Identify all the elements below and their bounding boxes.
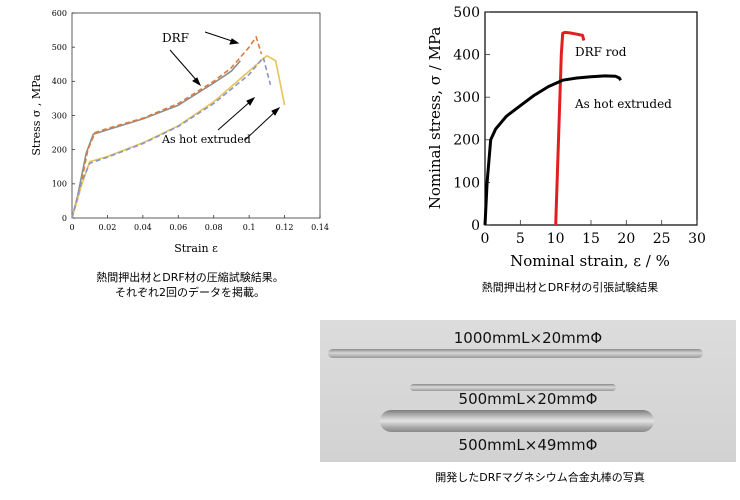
rod-label-3: 500mmL×49mmΦ (458, 436, 598, 454)
c1-xtick-label: 0.06 (169, 223, 187, 232)
compression-arrows (169, 31, 281, 141)
rod-500mm-49mm (380, 410, 654, 432)
rod-photo: 1000mmL×20mmΦ 500mmL×20mmΦ 500mmL×49mmΦ (320, 320, 736, 462)
c1-xtick-label: 0.12 (276, 223, 294, 232)
compression-caption: 熱間押出材とDRF材の圧縮試験結果。 それぞれ2回のデータを掲載。 (40, 270, 340, 300)
c2-ytick-label: 500 (453, 5, 480, 21)
tensile-plot-frame (484, 11, 698, 226)
tensile-annotation-drf: DRF rod (575, 45, 627, 59)
c1-series-line-0 (71, 60, 241, 219)
rod-1000mm-20mm (328, 349, 703, 358)
compression-caption-line1: 熱間押出材とDRF材の圧縮試験結果。 (96, 271, 284, 284)
c2-ytick-label: 200 (453, 133, 480, 149)
c2-ytick-label: 300 (453, 90, 480, 106)
c1-ytick-label: 400 (52, 77, 67, 86)
c1-xtick-label: 0.14 (311, 223, 329, 232)
c1-xtick-label: 0.04 (134, 223, 152, 232)
compression-annotation-extruded: As hot extruded (161, 133, 251, 146)
c2-xtick-label: 30 (688, 231, 706, 247)
c1-xtick-label: 0.1 (243, 223, 256, 232)
c1-xtick-label: 0.02 (99, 223, 117, 232)
compression-ylabel: Stress σ , MPa (30, 74, 43, 156)
photo-caption: 開発したDRFマグネシウム合金丸棒の写真 (435, 471, 645, 484)
tensile-caption: 熱間押出材とDRF材の引張試験結果 (481, 281, 659, 294)
compression-caption-line2: それぞれ2回のデータを掲載。 (115, 286, 265, 299)
c1-xtick-label: 0 (69, 223, 74, 232)
c2-xtick-label: 20 (617, 231, 635, 247)
tensile-ylabel: Nominal stress, σ / MPa (426, 27, 444, 210)
tensile-annotation-extruded: As hot extruded (574, 97, 672, 111)
rod-label-2: 500mmL×20mmΦ (458, 390, 598, 408)
compression-xlabel: Strain ε (174, 242, 218, 255)
c1-ytick-label: 600 (52, 9, 67, 18)
c1-ytick-label: 300 (52, 111, 67, 120)
c1-ytick-label: 200 (52, 145, 67, 154)
rod-500mm-20mm (410, 384, 616, 391)
tensile-xlabel: Nominal strain, ε / % (510, 252, 670, 270)
rod-label-1: 1000mmL×20mmΦ (453, 329, 603, 347)
c1-ytick-label: 500 (52, 43, 67, 52)
tensile-chart: 0 100 200 300 400 500 0 5 10 15 20 25 30 Nominal st… (426, 5, 706, 270)
compression-plot-frame (71, 12, 321, 219)
c2-xtick-label: 5 (516, 231, 525, 247)
c2-ytick-label: 100 (453, 175, 480, 191)
c2-series-line-0 (554, 30, 586, 226)
c1-ytick-label: 0 (62, 214, 67, 223)
c2-xtick-label: 15 (582, 231, 600, 247)
c2-ytick-label: 400 (453, 48, 480, 64)
c2-xtick-label: 0 (481, 231, 490, 247)
c1-xtick-label: 0.08 (205, 223, 223, 232)
c1-series-line-1 (71, 36, 263, 219)
c1-ytick-label: 100 (52, 180, 67, 189)
compression-chart: 0 100 200 300 400 500 600 0 0.02 0.04 0.06 0.08 0.1… (30, 9, 329, 255)
c2-xtick-label: 10 (547, 231, 565, 247)
c2-series-line-1 (483, 74, 622, 226)
c2-ytick-label: 0 (471, 218, 480, 234)
c1-series-line-3 (71, 56, 272, 219)
compression-annotation-drf: DRF (162, 31, 189, 45)
c2-xtick-label: 25 (653, 231, 671, 247)
